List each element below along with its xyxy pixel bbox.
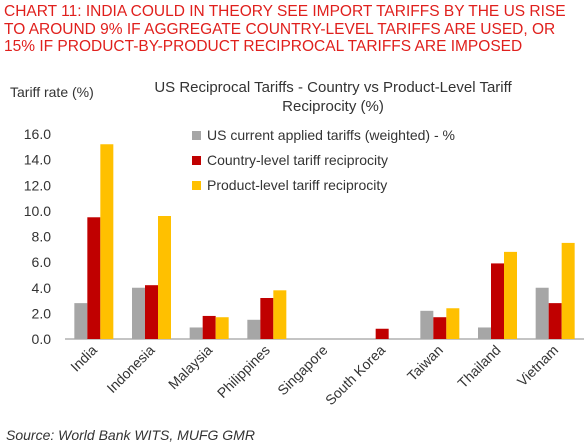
y-tick-label: 8.0 bbox=[32, 229, 52, 245]
y-tick-label: 0.0 bbox=[32, 331, 52, 347]
y-axis-label: Tariff rate (%) bbox=[10, 84, 94, 100]
y-tick-label: 2.0 bbox=[32, 305, 52, 321]
y-tick-label: 10.0 bbox=[24, 203, 51, 219]
chart-title-line-1: US Reciprocal Tariffs - Country vs Produ… bbox=[154, 79, 512, 96]
bar-malaysia-series-3 bbox=[215, 317, 229, 339]
x-category-label: Philippines bbox=[214, 342, 273, 401]
x-category-label: Vietnam bbox=[514, 342, 561, 389]
chart-headline: CHART 11: INDIA COULD IN THEORY SEE IMPO… bbox=[4, 3, 584, 56]
bar-india-series-1 bbox=[74, 303, 88, 339]
bar-philippines-series-1 bbox=[247, 319, 261, 339]
bar-taiwan-series-2 bbox=[433, 317, 447, 339]
bar-indonesia-series-3 bbox=[158, 216, 171, 339]
bar-indonesia-series-1 bbox=[132, 287, 145, 339]
bar-taiwan-series-1 bbox=[420, 310, 434, 339]
source-note: Source: World Bank WITS, MUFG GMR bbox=[6, 427, 255, 443]
headline-line-1: CHART 11: INDIA COULD IN THEORY SEE IMPO… bbox=[4, 3, 566, 20]
headline-line-3: 15% IF PRODUCT-BY-PRODUCT RECIPROCAL TAR… bbox=[4, 38, 523, 55]
legend-label-2: Country-level tariff reciprocity bbox=[207, 152, 388, 168]
bar-thailand-series-2 bbox=[491, 263, 504, 339]
bar-taiwan-series-3 bbox=[446, 308, 460, 339]
x-category-label: South Korea bbox=[322, 342, 389, 409]
bar-vietnam-series-3 bbox=[561, 242, 575, 339]
x-category-label: Taiwan bbox=[404, 342, 446, 384]
bar-thailand-series-3 bbox=[504, 251, 517, 339]
y-tick-label: 4.0 bbox=[32, 280, 52, 296]
y-tick-label: 6.0 bbox=[32, 254, 52, 270]
legend-swatch-3 bbox=[192, 181, 201, 190]
y-tick-label: 14.0 bbox=[24, 152, 51, 168]
bar-vietnam-series-2 bbox=[548, 303, 562, 339]
bar-india-series-2 bbox=[87, 217, 101, 339]
bar-vietnam-series-1 bbox=[535, 287, 549, 339]
chart-title: US Reciprocal Tariffs - Country vs Produ… bbox=[110, 78, 556, 116]
bar-south-korea-series-2 bbox=[375, 328, 389, 339]
x-category-label: India bbox=[67, 342, 100, 375]
x-category-label: Malaysia bbox=[165, 342, 216, 393]
headline-line-2: TO AROUND 9% IF AGGREGATE COUNTRY-LEVEL … bbox=[4, 20, 556, 38]
legend-label-1: US current applied tariffs (weighted) - … bbox=[207, 127, 455, 143]
legend-swatch-1 bbox=[192, 131, 201, 140]
legend-swatch-2 bbox=[192, 156, 201, 165]
bar-india-series-3 bbox=[100, 144, 114, 339]
x-category-label: Thailand bbox=[454, 342, 503, 391]
bar-indonesia-series-2 bbox=[145, 285, 158, 339]
y-tick-label: 12.0 bbox=[24, 177, 51, 193]
bar-malaysia-series-1 bbox=[189, 327, 203, 339]
legend-label-3: Product-level tariff reciprocity bbox=[207, 177, 387, 193]
bar-philippines-series-2 bbox=[260, 298, 274, 339]
y-tick-label: 16.0 bbox=[24, 126, 51, 142]
bar-philippines-series-3 bbox=[273, 290, 287, 339]
x-category-label: Indonesia bbox=[103, 342, 157, 396]
x-category-label: Singapore bbox=[274, 342, 331, 399]
bar-malaysia-series-2 bbox=[202, 315, 216, 339]
bar-thailand-series-1 bbox=[478, 327, 491, 339]
chart-title-line-2: Reciprocity (%) bbox=[282, 98, 384, 115]
